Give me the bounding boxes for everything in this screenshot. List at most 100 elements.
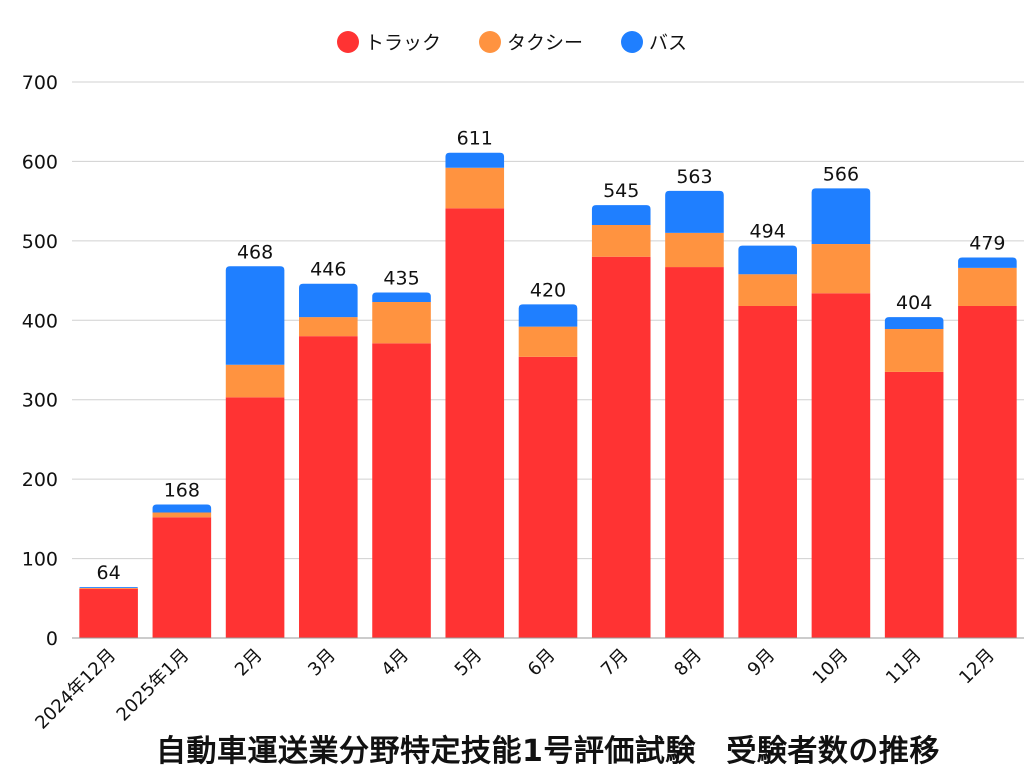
bar-segment-bus: [225, 266, 285, 365]
bar-group: [79, 587, 138, 638]
data-label-total: 566: [823, 163, 859, 185]
data-label-total: 446: [310, 259, 346, 281]
x-tick-label: 7月: [597, 645, 633, 681]
x-tick-label: 4月: [377, 645, 413, 681]
y-tick-label: 600: [22, 151, 58, 173]
legend-item-truck[interactable]: トラック: [336, 28, 441, 55]
legend-label-bus: バス: [649, 32, 688, 54]
x-tick-label: 11月: [882, 645, 926, 689]
bar-segment-taxi: [518, 326, 578, 357]
bar-segment-truck: [665, 267, 724, 638]
x-tick-label: 12月: [955, 645, 999, 689]
bar-segment-truck: [152, 517, 212, 638]
bar-segment-taxi: [445, 167, 505, 209]
bar-group: [884, 317, 944, 638]
bar-group: [445, 152, 505, 638]
bar-segment-truck: [372, 343, 431, 638]
bar-segment-truck: [591, 256, 651, 638]
data-label-total: 563: [676, 166, 712, 188]
bar-segment-truck: [884, 371, 944, 638]
x-tick-label: 5月: [451, 645, 487, 681]
bar-segment-truck: [299, 336, 358, 638]
data-label-total: 64: [97, 562, 121, 584]
total-labels: 64 168 468 446 435 611 420 545 563 494 566 404 479: [97, 128, 1006, 584]
bar-segment-bus: [445, 152, 505, 168]
x-tick-label: 2月: [231, 645, 267, 681]
chart-legend: トラック タクシー バス: [0, 28, 1024, 55]
x-tick-label: 6月: [524, 645, 560, 681]
data-label-total: 545: [603, 180, 639, 202]
bar-segment-truck: [79, 588, 138, 638]
bar-group: [591, 205, 651, 638]
bar-segment-truck: [518, 356, 578, 638]
bar-group: [225, 266, 285, 638]
bar-group: [299, 283, 358, 638]
legend-swatch-bus: [621, 30, 643, 53]
bar-segment-taxi: [152, 512, 212, 518]
data-label-total: 468: [237, 241, 273, 263]
legend-item-bus[interactable]: バス: [621, 28, 687, 55]
x-tick-label: 2024年12月: [31, 645, 120, 734]
legend-label-taxi: タクシー: [506, 32, 583, 54]
bar-segment-taxi: [665, 232, 724, 268]
bar-segment-taxi: [884, 329, 944, 372]
data-label-total: 479: [969, 233, 1005, 255]
bar-segment-bus: [518, 304, 578, 327]
y-tick-label: 0: [46, 628, 58, 650]
y-tick-label: 400: [22, 310, 58, 332]
bar-segment-bus: [665, 190, 724, 233]
bar-group: [665, 190, 724, 638]
bar-segment-bus: [738, 245, 797, 275]
legend-label-truck: トラック: [364, 32, 441, 54]
bar-segment-truck: [958, 305, 1017, 638]
data-label-total: 420: [530, 279, 566, 301]
x-tick-label: 8月: [670, 645, 706, 681]
bar-group: [152, 504, 212, 638]
x-tick-label: 3月: [304, 645, 340, 681]
x-tick-label: 9月: [744, 645, 780, 681]
bar-segment-truck: [811, 293, 871, 638]
chart-title: 自動車運送業分野特定技能1号評価試験 受験者数の推移: [156, 734, 940, 769]
bar-group: [958, 257, 1017, 638]
bar-segment-taxi: [738, 274, 797, 306]
bar-group: [811, 188, 871, 638]
data-label-total: 404: [896, 292, 932, 314]
y-tick-label: 300: [22, 390, 58, 412]
bar-group: [372, 292, 431, 638]
bar-segment-bus: [152, 504, 212, 513]
y-axis-ticks: 0 100 200 300 400 500 600 700: [22, 72, 58, 650]
bar-segment-taxi: [958, 267, 1017, 306]
bar-segment-taxi: [79, 587, 138, 589]
x-tick-label: 10月: [809, 645, 853, 689]
y-tick-label: 500: [22, 231, 58, 253]
data-label-total: 494: [750, 221, 786, 243]
bar-segment-bus: [299, 283, 358, 318]
legend-swatch-taxi: [478, 30, 501, 53]
legend-item-taxi[interactable]: タクシー: [478, 28, 583, 55]
bar-segment-bus: [884, 317, 944, 330]
y-tick-label: 200: [22, 469, 58, 491]
data-label-total: 611: [457, 128, 493, 150]
data-label-total: 435: [383, 267, 419, 289]
bar-segment-bus: [79, 587, 138, 588]
y-tick-label: 100: [22, 549, 58, 571]
bar-segment-taxi: [299, 317, 358, 337]
bar-segment-taxi: [591, 224, 651, 257]
bar-segment-truck: [225, 397, 285, 638]
bar-segment-taxi: [372, 302, 431, 344]
legend-swatch-truck: [336, 30, 359, 53]
bar-segment-truck: [445, 208, 505, 638]
bar-segment-bus: [811, 188, 871, 245]
bar-segment-bus: [591, 205, 651, 225]
bar-group: [518, 304, 578, 638]
bar-segment-taxi: [225, 364, 285, 398]
bars: [79, 152, 1017, 638]
y-tick-label: 700: [22, 72, 58, 94]
bar-segment-taxi: [811, 244, 871, 294]
bar-group: [738, 245, 797, 638]
bar-segment-bus: [372, 292, 431, 303]
bar-segment-bus: [958, 257, 1017, 268]
bar-segment-truck: [738, 305, 797, 638]
